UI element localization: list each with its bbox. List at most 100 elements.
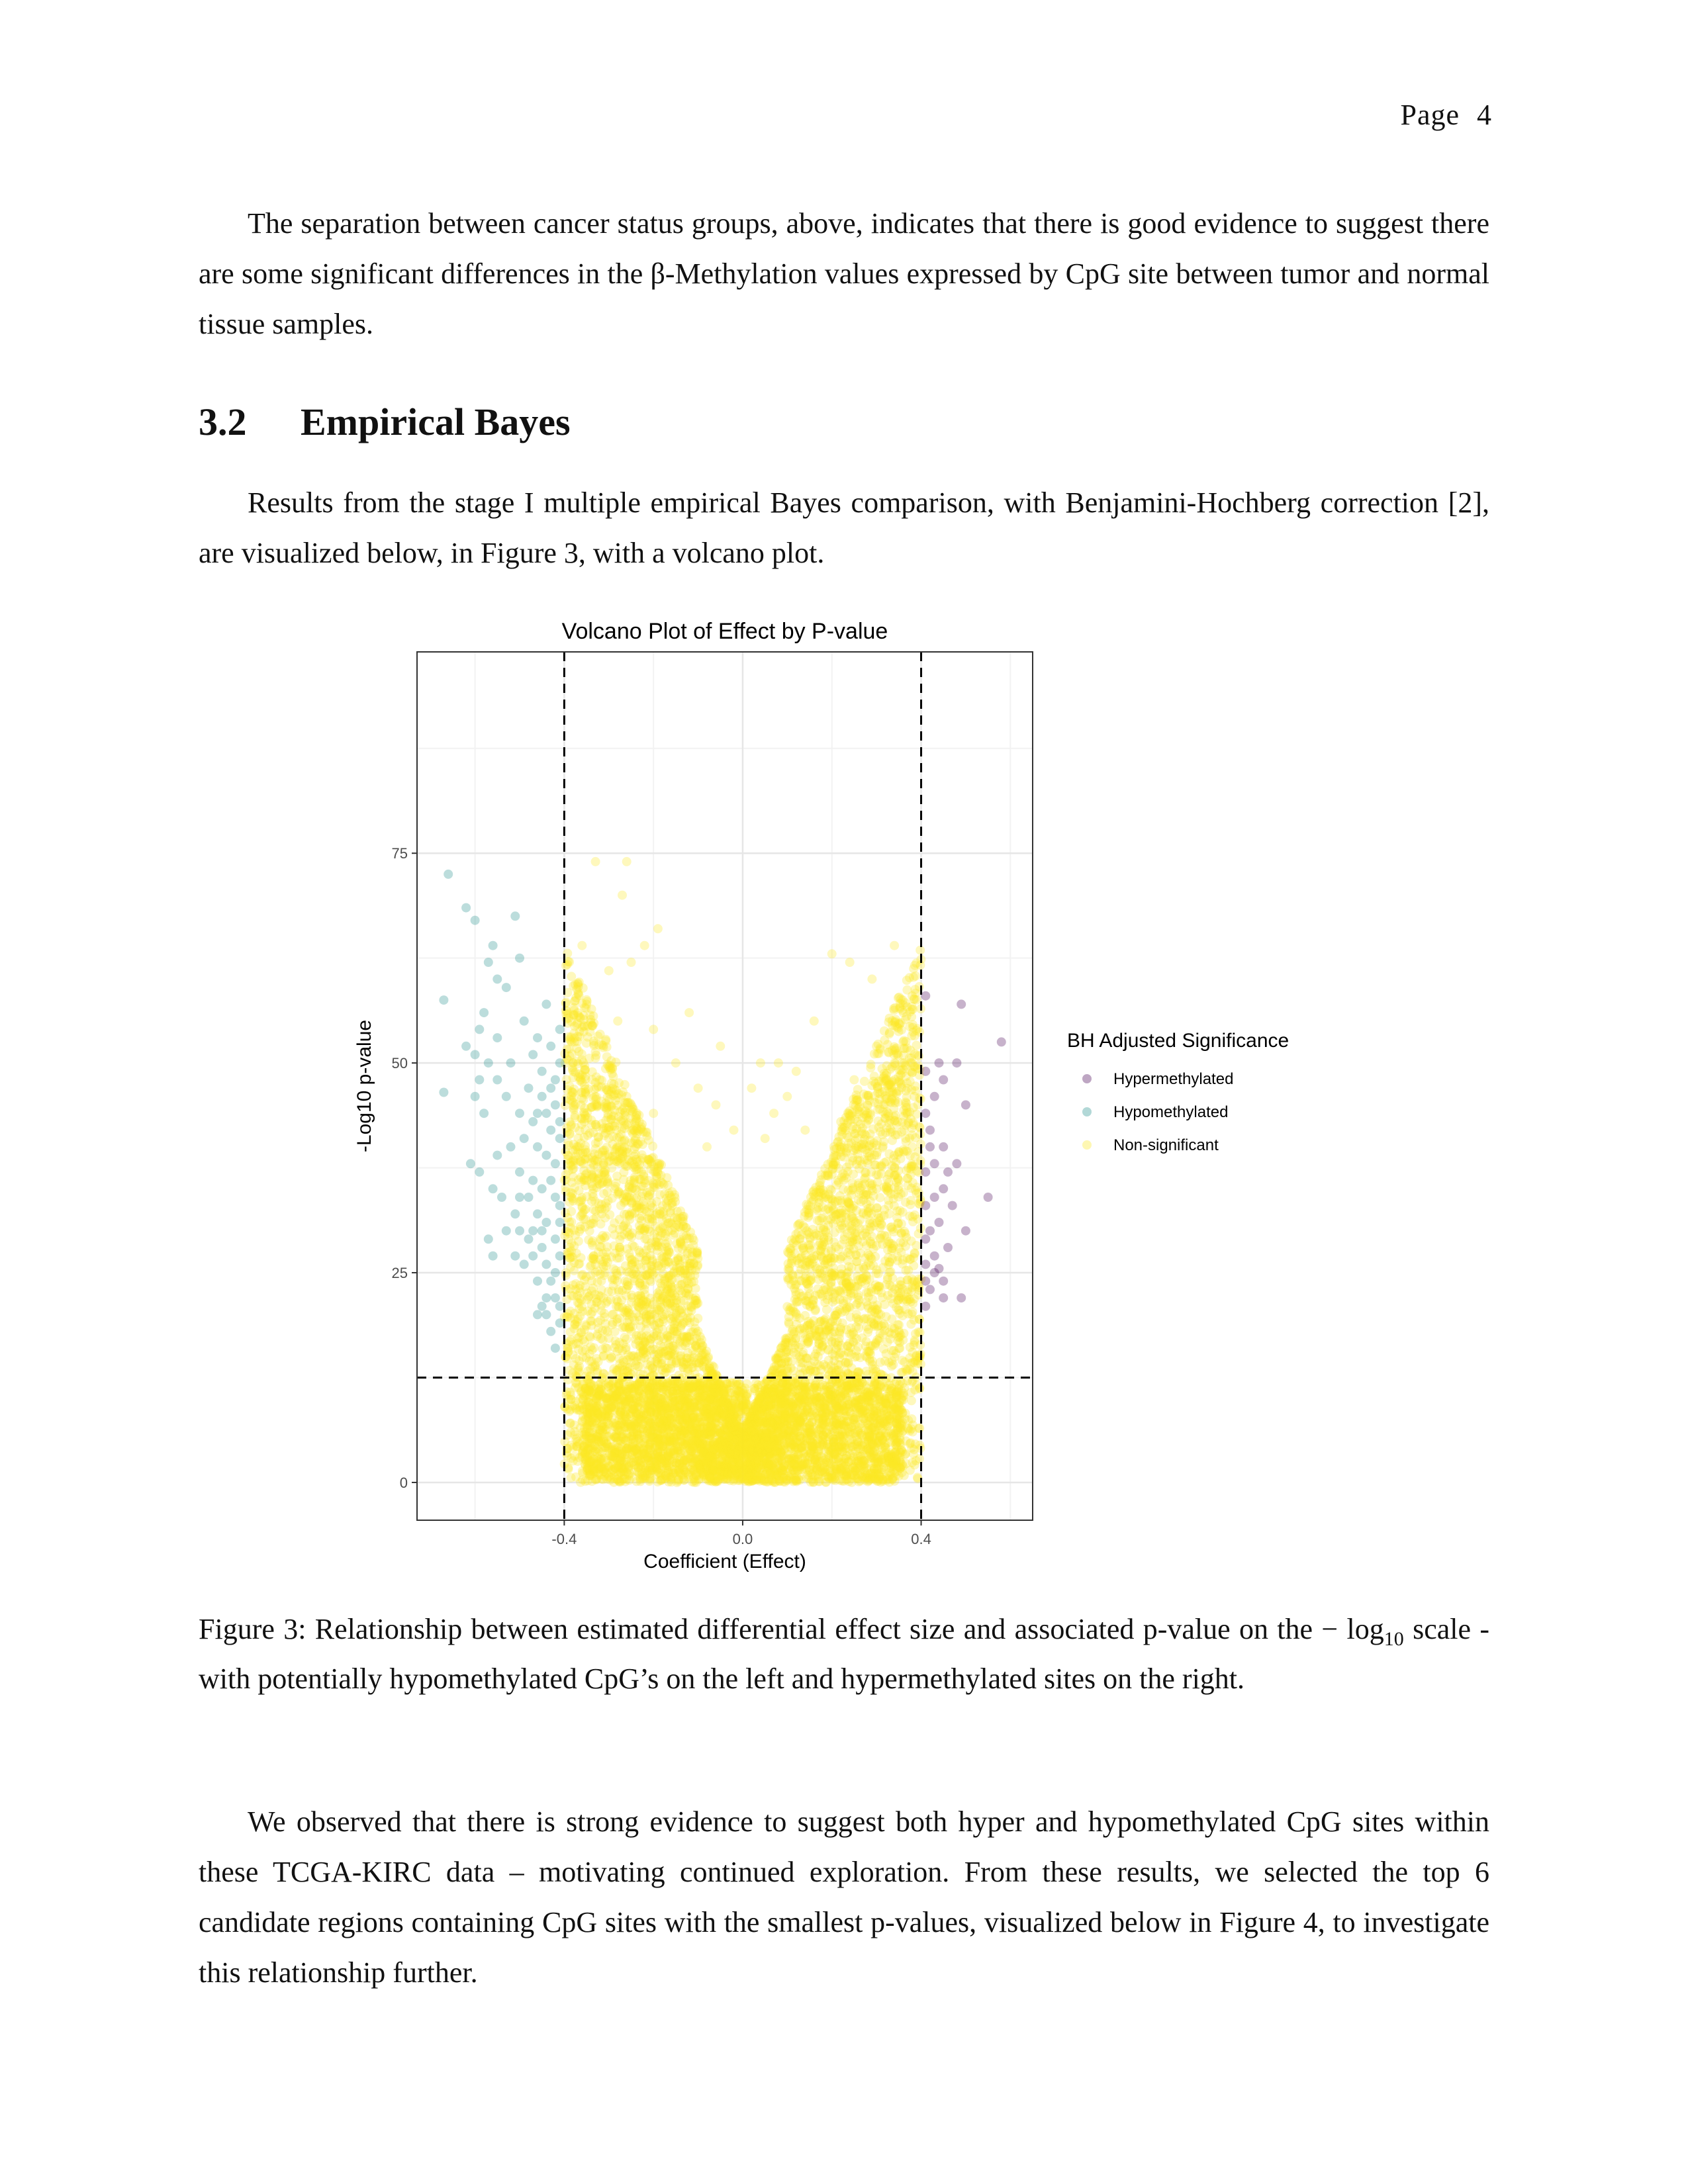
point-non-significant <box>726 1471 735 1481</box>
point-non-significant <box>732 1455 742 1465</box>
point-non-significant <box>577 1346 587 1356</box>
paragraph-1-text: The separation between cancer status gro… <box>199 207 1489 340</box>
point-non-significant <box>690 1317 700 1327</box>
point-non-significant <box>622 1334 632 1344</box>
point-non-significant <box>737 1438 747 1448</box>
point-non-significant <box>574 1345 584 1354</box>
point-non-significant <box>652 1197 661 1206</box>
point-non-significant <box>878 1330 888 1340</box>
point-non-significant <box>862 1188 872 1198</box>
point-non-significant <box>849 1201 859 1210</box>
point-non-significant <box>688 1294 698 1304</box>
point-non-significant <box>764 1445 774 1455</box>
point-non-significant <box>912 1040 921 1050</box>
plot-points <box>439 856 1006 1487</box>
point-non-significant <box>907 1012 917 1022</box>
point-non-significant <box>785 1244 795 1253</box>
point-non-significant <box>602 1142 612 1152</box>
point-non-significant <box>565 1051 575 1061</box>
point-non-significant <box>575 1226 584 1236</box>
paragraph-1: The separation between cancer status gro… <box>199 199 1489 349</box>
point-non-significant <box>636 1377 646 1387</box>
point-non-significant <box>832 1379 842 1388</box>
point-non-significant <box>728 1414 737 1424</box>
point-non-significant <box>643 1154 653 1164</box>
point-non-significant <box>647 1370 657 1380</box>
point-non-significant <box>914 1122 924 1132</box>
point-non-significant <box>800 1324 810 1334</box>
point-non-significant <box>886 1189 896 1199</box>
point-non-significant <box>776 1410 785 1420</box>
point-non-significant <box>712 1447 722 1457</box>
point-non-significant <box>898 1207 908 1217</box>
point-non-significant <box>742 1420 752 1430</box>
point-non-significant <box>622 1391 632 1400</box>
point-non-significant <box>661 1198 671 1208</box>
point-non-significant <box>896 1276 906 1286</box>
point-non-significant <box>848 1185 858 1195</box>
point-non-significant <box>808 1465 818 1475</box>
point-non-significant <box>786 1357 796 1367</box>
point-non-significant <box>618 1087 628 1097</box>
point-non-significant <box>649 1167 659 1177</box>
point-non-significant <box>870 1338 880 1347</box>
point-non-significant <box>642 1262 651 1272</box>
point-non-significant <box>607 1286 617 1296</box>
point-non-significant <box>655 1402 665 1412</box>
point-non-significant <box>612 1142 622 1152</box>
point-non-significant <box>586 1120 596 1130</box>
point-non-significant <box>610 1105 620 1115</box>
point-non-significant <box>676 1390 686 1400</box>
point-non-significant <box>655 1224 665 1234</box>
point-non-significant <box>876 1219 886 1229</box>
point-non-significant <box>718 1472 727 1482</box>
point-non-significant <box>648 1153 658 1162</box>
point-non-significant <box>806 1330 816 1340</box>
point-non-significant <box>609 1364 619 1374</box>
point-non-significant <box>669 1313 679 1322</box>
section-title: Empirical Bayes <box>301 400 571 443</box>
point-non-significant <box>882 1415 892 1425</box>
point-non-significant <box>678 1216 688 1226</box>
point-non-significant <box>867 1181 876 1191</box>
point-non-significant <box>778 1473 788 1482</box>
point-non-significant <box>900 1449 910 1459</box>
point-non-significant <box>564 1032 574 1042</box>
point-non-significant <box>585 1010 595 1020</box>
point-non-significant <box>670 1212 680 1222</box>
point-non-significant <box>796 1354 806 1364</box>
point-non-significant <box>656 1177 666 1187</box>
point-non-significant <box>561 1281 571 1291</box>
point-non-significant <box>581 1455 590 1465</box>
point-non-significant <box>816 1170 826 1180</box>
point-non-significant <box>611 1178 621 1188</box>
point-non-significant <box>865 1225 874 1235</box>
point-non-significant <box>843 1341 853 1351</box>
point-non-significant <box>908 1307 917 1317</box>
point-non-significant <box>822 1408 832 1418</box>
point-non-significant <box>826 1332 836 1342</box>
point-non-significant <box>851 1095 861 1105</box>
point-non-significant <box>908 1367 917 1377</box>
point-non-significant <box>561 961 571 970</box>
point-non-significant <box>722 1470 732 1480</box>
point-non-significant <box>648 1363 657 1373</box>
point-non-significant <box>867 1179 877 1189</box>
point-non-significant <box>570 1430 579 1439</box>
point-non-significant <box>820 1171 830 1181</box>
point-non-significant <box>580 1337 590 1347</box>
point-non-significant <box>820 1467 829 1477</box>
point-non-significant <box>861 1224 870 1234</box>
point-non-significant <box>576 1100 586 1110</box>
point-non-significant <box>728 1422 738 1431</box>
point-non-significant <box>586 1433 596 1443</box>
point-non-significant <box>569 1033 579 1043</box>
point-non-significant <box>876 1119 886 1129</box>
point-non-significant <box>808 1224 818 1234</box>
point-non-significant <box>625 1230 635 1240</box>
point-non-significant <box>865 1356 875 1366</box>
point-non-significant <box>915 1314 924 1324</box>
point-non-significant <box>822 1439 832 1449</box>
point-non-significant <box>825 1184 835 1194</box>
